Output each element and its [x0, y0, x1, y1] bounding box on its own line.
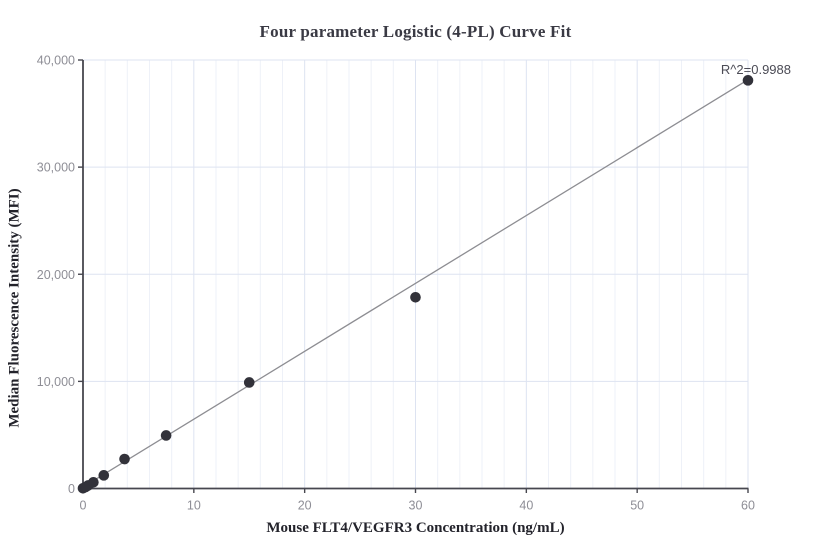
- y-tick-label: 10,000: [37, 375, 75, 389]
- chart-title: Four parameter Logistic (4-PL) Curve Fit: [259, 22, 572, 41]
- x-tick-label: 20: [298, 499, 312, 513]
- x-axis-label: Mouse FLT4/VEGFR3 Concentration (ng/mL): [266, 520, 565, 536]
- data-point: [98, 470, 110, 481]
- x-tick-label: 40: [519, 499, 533, 513]
- x-tick-label: 60: [741, 499, 755, 513]
- fit-line: [82, 79, 749, 488]
- data-point: [119, 453, 130, 465]
- x-tick-label: 30: [409, 499, 423, 513]
- data-point: [410, 291, 421, 303]
- data-point: [160, 430, 172, 441]
- data-point: [88, 476, 99, 488]
- x-tick-label: 0: [80, 499, 87, 513]
- x-tick-label: 10: [187, 499, 201, 513]
- data-point: [742, 75, 754, 86]
- y-tick-label: 0: [68, 482, 75, 496]
- y-tick-label: 20,000: [37, 268, 75, 282]
- x-tick-label: 50: [630, 499, 644, 513]
- y-tick-label: 40,000: [37, 54, 75, 68]
- y-tick-label: 30,000: [37, 161, 75, 175]
- data-point: [243, 377, 255, 388]
- r-squared-annotation: R^2=0.9988: [720, 62, 791, 77]
